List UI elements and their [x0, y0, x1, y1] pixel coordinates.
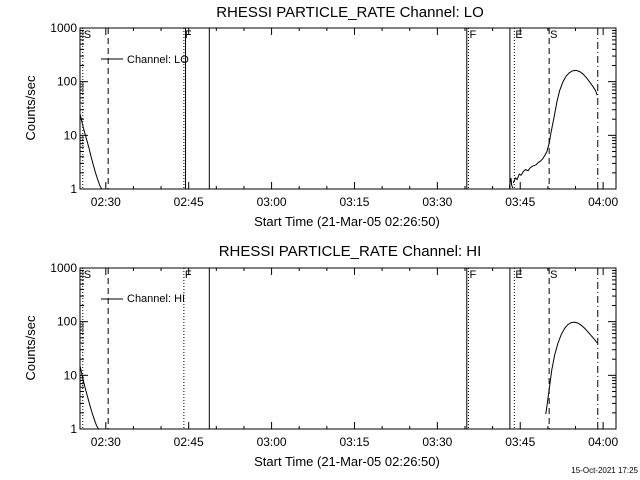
x-tick-label: 04:00	[588, 195, 618, 209]
event-marker-label: S	[550, 29, 557, 41]
y-tick-label: 1	[70, 182, 77, 196]
legend-label-lo: Channel: LO	[127, 54, 189, 66]
x-tick-label: 03:30	[422, 195, 452, 209]
series-line	[545, 321, 598, 415]
series-line	[512, 69, 598, 184]
panel-hi-channel: RHESSI PARTICLE_RATE Channel: HI Start T…	[23, 243, 618, 469]
x-tick-label: 03:45	[505, 435, 535, 449]
x-tick-label: 03:15	[339, 195, 369, 209]
flag-marker-label: E	[515, 269, 522, 281]
legend-label-hi: Channel: HI	[127, 293, 185, 305]
panel-lo-channel: RHESSI PARTICLE_RATE Channel: LO Start T…	[23, 4, 618, 229]
x-tick-label: 02:45	[174, 435, 204, 449]
flag-marker-label: F	[469, 29, 476, 41]
x-tick-label: 03:00	[257, 435, 287, 449]
flag-marker-label: S	[84, 269, 91, 281]
series-line	[508, 177, 514, 189]
chart-title-lo: RHESSI PARTICLE_RATE Channel: LO	[216, 4, 484, 21]
x-tick-label: 03:15	[339, 435, 369, 449]
plot-frame	[79, 27, 617, 190]
y-axis-label-hi: Counts/sec	[23, 315, 38, 381]
flag-marker-label: S	[84, 29, 91, 41]
x-axis-label-hi: Start Time (21-Mar-05 02:26:50)	[254, 454, 440, 469]
series-line	[80, 113, 103, 189]
x-tick-label: 02:30	[91, 195, 121, 209]
event-marker-label: S	[550, 269, 557, 281]
chart-title-hi: RHESSI PARTICLE_RATE Channel: HI	[219, 243, 482, 260]
flag-marker-label: E	[515, 29, 522, 41]
y-tick-label: 1	[70, 422, 77, 436]
y-tick-label: 100	[57, 315, 77, 329]
y-tick-label: 100	[57, 75, 77, 89]
x-tick-label: 03:00	[257, 195, 287, 209]
x-tick-label: 02:45	[174, 195, 204, 209]
y-tick-label: 10	[64, 128, 78, 142]
x-tick-label: 04:00	[588, 435, 618, 449]
flag-marker-label: F	[469, 269, 476, 281]
flag-marker-label: F	[185, 269, 192, 281]
footer-timestamp: 15-Oct-2021 17:25	[571, 466, 638, 475]
y-tick-label: 10	[64, 368, 78, 382]
y-tick-label: 1000	[50, 261, 77, 275]
y-axis-label-lo: Counts/sec	[23, 75, 38, 141]
series-line	[80, 365, 100, 429]
y-tick-label: 1000	[50, 21, 77, 35]
flag-marker-label: F	[185, 29, 192, 41]
x-tick-label: 02:30	[91, 435, 121, 449]
x-tick-label: 03:30	[422, 435, 452, 449]
plot-frame	[79, 267, 617, 430]
x-tick-label: 03:45	[505, 195, 535, 209]
x-axis-label-lo: Start Time (21-Mar-05 02:26:50)	[254, 214, 440, 229]
